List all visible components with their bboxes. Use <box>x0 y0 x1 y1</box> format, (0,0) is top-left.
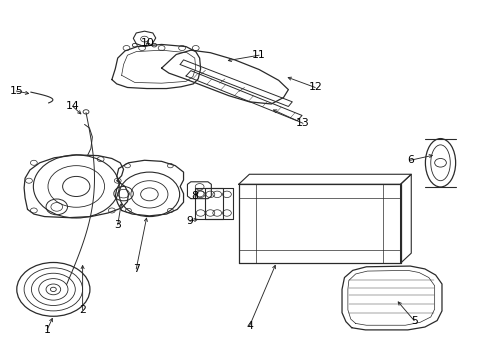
Text: 12: 12 <box>308 82 322 93</box>
Text: 11: 11 <box>252 50 265 60</box>
Text: 3: 3 <box>114 220 121 230</box>
Text: 15: 15 <box>9 86 23 96</box>
Text: 5: 5 <box>410 316 417 325</box>
Text: 14: 14 <box>66 102 80 112</box>
Text: 6: 6 <box>406 155 413 165</box>
Text: 4: 4 <box>245 321 252 331</box>
Text: 2: 2 <box>79 305 86 315</box>
Text: 10: 10 <box>141 38 155 48</box>
Text: 13: 13 <box>296 118 309 128</box>
Text: 1: 1 <box>43 325 50 335</box>
Text: 8: 8 <box>191 191 198 201</box>
Text: 9: 9 <box>186 216 193 226</box>
Text: 7: 7 <box>133 264 140 274</box>
